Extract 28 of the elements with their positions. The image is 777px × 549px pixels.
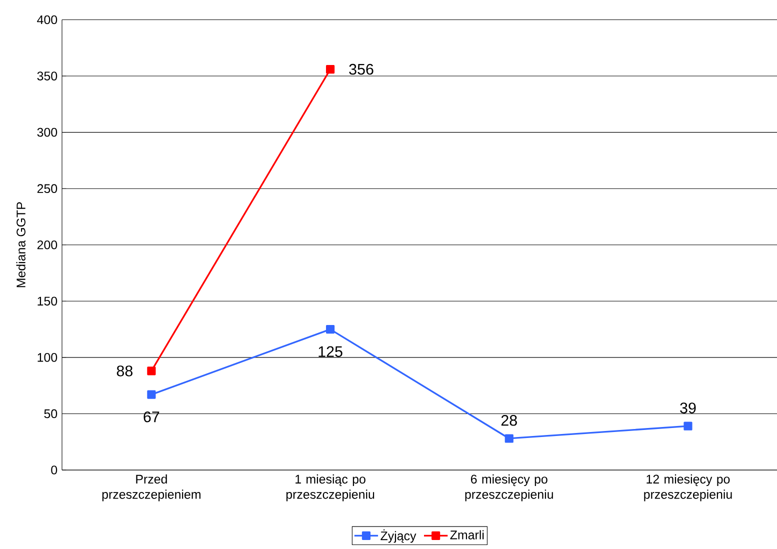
x-tick-label: 6 miesięcy po przeszczepieniu [465,474,553,502]
data-label: 39 [680,402,696,414]
legend-label: Zmarli [450,530,484,540]
data-label: 88 [116,366,132,376]
y-axis-title: Mediana GGTP [16,202,26,288]
legend-label: Żyjący [380,529,416,543]
data-label: 67 [144,411,160,422]
y-tick-label: 350 [37,72,58,80]
point [147,390,156,399]
y-tick-label: 150 [38,296,58,306]
y-tick-label: 250 [37,184,58,194]
y-tick-label: 50 [44,409,58,418]
y-tick-label: 300 [37,128,58,137]
point [326,64,335,74]
data-label: 28 [501,414,517,426]
x-tick-label: 1 miesiąc po przeszczepieniu [286,474,374,502]
x-tick-label: Przed przeszczepieniem [102,474,200,502]
data-label: 125 [318,346,342,357]
point [684,422,692,430]
x-tick-label: 12 miesięcy po przeszczepieniu [644,474,732,502]
y-tick-label: 400 [37,15,58,24]
point [147,366,156,376]
point [504,434,514,443]
y-tick-label: 0 [51,466,58,474]
y-tick-label: 200 [37,240,58,250]
y-tick-label: 100 [38,353,58,362]
point [326,325,335,334]
data-label: 356 [349,64,374,75]
